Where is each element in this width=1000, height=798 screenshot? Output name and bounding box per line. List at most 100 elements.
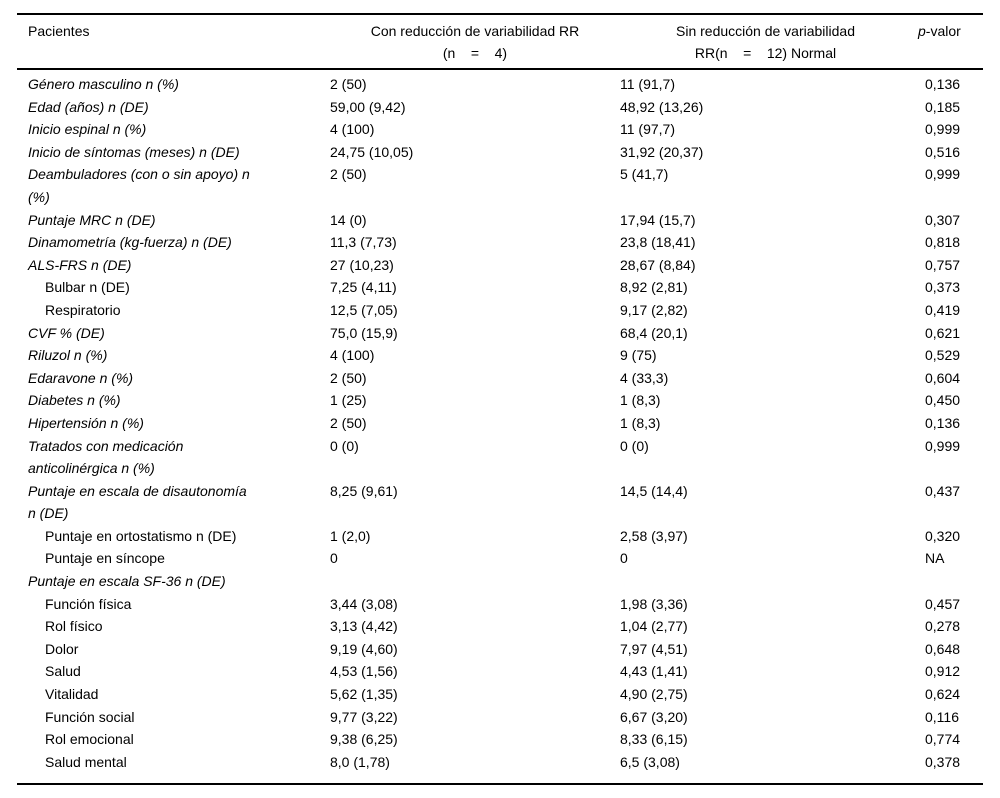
row-label: Inicio espinal n (%) (28, 121, 147, 138)
p-value: 0,136 (925, 414, 961, 431)
table-row: Vitalidad 5,62 (1,35) 4,90 (2,75) 0,624 (17, 683, 983, 706)
patients-table: Pacientes Con reducción de variabilidad … (17, 13, 983, 786)
table-container: Pacientes Con reducción de variabilidad … (17, 13, 983, 786)
table-body: Género masculino n (%) 2 (50) 11 (91,7) 0,1… (17, 69, 983, 784)
value-sin-reduccion: 4 (33,3) (620, 369, 669, 386)
value-con-reduccion: 14 (0) (330, 211, 367, 228)
p-value: 0,516 (925, 143, 961, 160)
row-label: Puntaje en síncope (45, 550, 165, 567)
value-sin-reduccion: 17,94 (15,7) (620, 211, 696, 228)
value-sin-reduccion: 0 (620, 550, 628, 567)
row-label: Rol emocional (45, 731, 134, 748)
table-header: Pacientes Con reducción de variabilidad … (17, 14, 983, 70)
value-con-reduccion: 8,0 (1,78) (330, 753, 390, 770)
row-label: Hipertensión n (%) (28, 414, 144, 431)
row-label: Salud mental (45, 753, 127, 770)
row-label: Género masculino n (%) (28, 76, 179, 92)
p-value: 0,437 (925, 482, 961, 499)
table-row: Hipertensión n (%) 2 (50) 1 (8,3) 0,136 (17, 412, 983, 435)
table-row: Inicio espinal n (%) 4 (100) 11 (97,7) 0,99… (17, 118, 983, 141)
value-sin-reduccion (620, 570, 911, 593)
value-con-reduccion: 9,19 (4,60) (330, 640, 398, 657)
p-value: 0,999 (925, 166, 961, 183)
p-value: 0,529 (925, 347, 961, 364)
value-sin-reduccion: 11 (91,7) (620, 76, 675, 92)
p-value: 0,450 (925, 392, 961, 409)
value-con-reduccion: 8,25 (9,61) (330, 482, 398, 499)
row-label: Bulbar n (DE) (45, 279, 130, 296)
table-row: Rol emocional 9,38 (6,25) 8,33 (6,15) 0,774 (17, 728, 983, 751)
row-label: Función física (45, 595, 132, 612)
p-value: 0,648 (925, 640, 961, 657)
p-value: 0,999 (925, 121, 961, 138)
value-con-reduccion: 1 (25) (330, 392, 367, 409)
value-con-reduccion: 1 (2,0) (330, 527, 371, 544)
col-header-con-reduccion: Con reducción de variabilidad RR (n = 4) (330, 14, 620, 70)
value-con-reduccion: 4,53 (1,56) (330, 663, 398, 680)
value-sin-reduccion: 5 (41,7) (620, 166, 669, 183)
table-row: CVF % (DE) 75,0 (15,9) 68,4 (20,1) 0,621 (17, 322, 983, 345)
value-sin-reduccion: 1 (8,3) (620, 392, 661, 409)
value-con-reduccion: 59,00 (9,42) (330, 98, 406, 115)
value-con-reduccion: 0 (0) (330, 437, 359, 454)
p-value (911, 570, 983, 593)
row-label: Riluzol n (%) (28, 347, 108, 364)
value-con-reduccion: 9,38 (6,25) (330, 731, 398, 748)
value-con-reduccion: 75,0 (15,9) (330, 324, 398, 341)
p-value: 0,378 (925, 753, 961, 770)
value-con-reduccion: 4 (100) (330, 347, 375, 364)
value-sin-reduccion: 4,43 (1,41) (620, 663, 688, 680)
value-sin-reduccion: 9 (75) (620, 347, 657, 364)
p-value: 0,419 (925, 301, 961, 318)
value-con-reduccion: 9,77 (3,22) (330, 708, 398, 725)
table-row: Respiratorio 12,5 (7,05) 9,17 (2,82) 0,419 (17, 299, 983, 322)
row-label: CVF % (DE) (28, 324, 105, 341)
p-value: 0,307 (925, 211, 961, 228)
value-con-reduccion: 0 (330, 550, 338, 567)
row-label: Respiratorio (45, 301, 121, 318)
value-sin-reduccion: 6,67 (3,20) (620, 708, 688, 725)
col-header-pacientes: Pacientes (17, 14, 330, 70)
table-row: Edad (años) n (DE) 59,00 (9,42) 48,92 (13,… (17, 96, 983, 119)
p-value: 0,624 (925, 686, 961, 703)
value-con-reduccion (330, 570, 620, 593)
header-row: Pacientes Con reducción de variabilidad … (17, 14, 983, 70)
table-row: Salud mental 8,0 (1,78) 6,5 (3,08) 0,378 (17, 751, 983, 785)
p-valor-italic-p: p (918, 23, 926, 39)
table-row: Salud 4,53 (1,56) 4,43 (1,41) 0,912 (17, 660, 983, 683)
row-label: Dolor (45, 640, 79, 657)
p-value: 0,621 (925, 324, 961, 341)
table-row: Puntaje en escala SF-36 n (DE) (17, 570, 983, 593)
value-con-reduccion: 3,44 (3,08) (330, 595, 398, 612)
table-row: Bulbar n (DE) 7,25 (4,11) 8,92 (2,81) 0,373 (17, 276, 983, 299)
row-label: ALS-FRS n (DE) (28, 256, 132, 273)
p-value: 0,136 (925, 76, 961, 92)
row-label: Puntaje en ortostatismo n (DE) (45, 527, 237, 544)
value-sin-reduccion: 1 (8,3) (620, 414, 661, 431)
table-row: Función social 9,77 (3,22) 6,67 (3,20) 0,11… (17, 706, 983, 729)
row-label: Tratados con medicación anticolinérgica … (28, 437, 184, 477)
table-row: Dolor 9,19 (4,60) 7,97 (4,51) 0,648 (17, 638, 983, 661)
row-label: Función social (45, 708, 135, 725)
table-row: Rol físico 3,13 (4,42) 1,04 (2,77) 0,278 (17, 615, 983, 638)
table-row: Diabetes n (%) 1 (25) 1 (8,3) 0,450 (17, 389, 983, 412)
value-con-reduccion: 3,13 (4,42) (330, 618, 398, 635)
p-value: NA (925, 550, 945, 567)
value-sin-reduccion: 14,5 (14,4) (620, 482, 688, 499)
value-sin-reduccion: 1,98 (3,36) (620, 595, 688, 612)
value-con-reduccion: 7,25 (4,11) (330, 279, 397, 296)
value-sin-reduccion: 8,92 (2,81) (620, 279, 688, 296)
col-header-p-valor: p-valor (911, 14, 983, 70)
table-row: Puntaje en ortostatismo n (DE) 1 (2,0) 2,5… (17, 525, 983, 548)
table-row: ALS-FRS n (DE) 27 (10,23) 28,67 (8,84) 0,75… (17, 254, 983, 277)
value-sin-reduccion: 9,17 (2,82) (620, 301, 688, 318)
table-row: Riluzol n (%) 4 (100) 9 (75) 0,529 (17, 344, 983, 367)
row-label: Edad (años) n (DE) (28, 98, 149, 115)
p-value: 0,757 (925, 256, 961, 273)
p-value: 0,604 (925, 369, 961, 386)
value-sin-reduccion: 6,5 (3,08) (620, 753, 680, 770)
row-label: Dinamometría (kg-fuerza) n (DE) (28, 234, 232, 251)
value-sin-reduccion: 31,92 (20,37) (620, 143, 704, 160)
p-value: 0,278 (925, 618, 961, 635)
value-con-reduccion: 27 (10,23) (330, 256, 394, 273)
